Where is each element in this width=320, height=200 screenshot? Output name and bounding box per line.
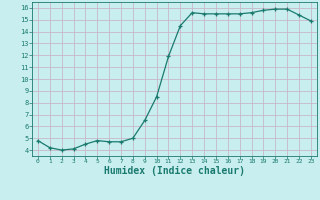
X-axis label: Humidex (Indice chaleur): Humidex (Indice chaleur)	[104, 166, 245, 176]
